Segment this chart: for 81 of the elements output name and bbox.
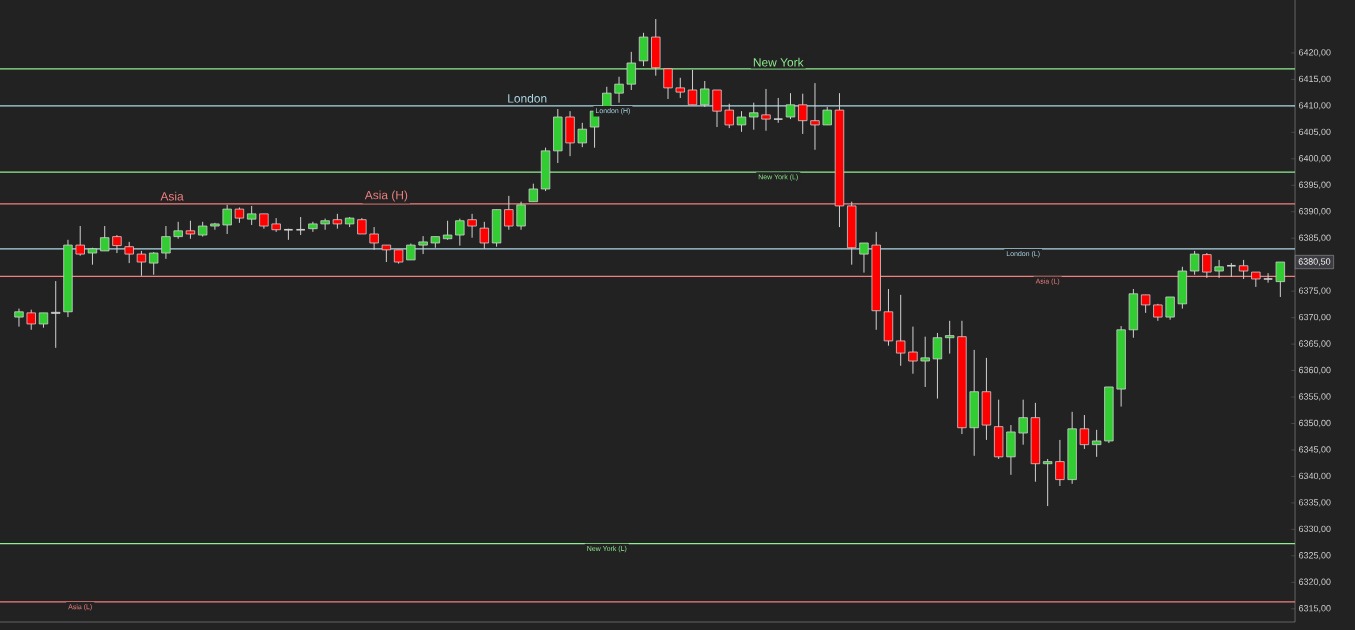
y-tick-label: 6345,00 bbox=[1299, 446, 1331, 454]
candlestick bbox=[161, 225, 171, 260]
candlestick bbox=[908, 326, 918, 375]
candlestick bbox=[1018, 399, 1028, 446]
y-tick-label: 6375,00 bbox=[1299, 287, 1331, 295]
candlestick bbox=[638, 32, 649, 67]
candlestick bbox=[1091, 429, 1102, 458]
candlestick bbox=[369, 226, 379, 251]
annotation: Asia bbox=[160, 191, 184, 201]
candlestick bbox=[1042, 458, 1053, 507]
candlestick bbox=[626, 51, 636, 91]
y-tick-label: 6385,00 bbox=[1299, 234, 1331, 242]
y-tick-label: 6350,00 bbox=[1299, 419, 1331, 428]
candlestick bbox=[1202, 252, 1212, 279]
y-tick-label: 6410,00 bbox=[1299, 102, 1331, 110]
y-tick-label: 6395,00 bbox=[1299, 181, 1331, 189]
y-tick-label: 6315,00 bbox=[1299, 605, 1331, 613]
candlestick bbox=[1214, 259, 1224, 279]
candlestick bbox=[1189, 250, 1200, 276]
candlestick bbox=[222, 204, 232, 235]
candlestick bbox=[724, 103, 734, 129]
candlestick bbox=[663, 68, 673, 100]
candlestick bbox=[467, 213, 477, 239]
candlestick bbox=[675, 77, 685, 99]
candlestick bbox=[687, 69, 698, 106]
candlestick bbox=[773, 97, 784, 124]
y-tick-label: 6370,00 bbox=[1299, 313, 1331, 322]
y-tick-label: 6360,00 bbox=[1299, 366, 1331, 375]
candlestick bbox=[14, 308, 24, 328]
ref-line-label: New York bbox=[753, 57, 804, 67]
candlestick bbox=[1263, 272, 1274, 284]
candlestick bbox=[810, 82, 820, 151]
annotation: London bbox=[508, 93, 547, 103]
candlestick bbox=[761, 88, 771, 132]
y-tick-label: 6320,00 bbox=[1299, 578, 1331, 586]
candlestick bbox=[455, 218, 465, 247]
candlestick bbox=[100, 225, 110, 252]
annotation: 6380,50 bbox=[1298, 258, 1331, 266]
y-tick-label: 6405,00 bbox=[1299, 128, 1331, 137]
candlestick bbox=[859, 242, 869, 274]
ref-line-label: Asia (H) bbox=[364, 190, 408, 202]
candlestick bbox=[798, 93, 808, 135]
candlestick bbox=[1238, 259, 1249, 280]
candlestick bbox=[932, 332, 943, 400]
y-tick-label: 6340,00 bbox=[1299, 472, 1331, 481]
candlestick bbox=[271, 217, 281, 233]
candlestick bbox=[504, 195, 514, 231]
candlestick bbox=[712, 89, 722, 128]
candlestick bbox=[749, 102, 759, 131]
candlestick bbox=[577, 122, 587, 148]
candlestick bbox=[418, 235, 428, 255]
candlestick bbox=[442, 220, 453, 241]
y-tick-label: 6325,00 bbox=[1299, 552, 1331, 560]
candlestick bbox=[136, 250, 147, 277]
candlestick bbox=[1055, 439, 1065, 487]
y-tick-label: 6365,00 bbox=[1299, 340, 1331, 348]
candlestick bbox=[124, 241, 134, 264]
candlestick bbox=[614, 76, 624, 104]
candlestick bbox=[246, 205, 257, 226]
candlestick bbox=[1079, 414, 1090, 450]
candlestick bbox=[700, 80, 710, 108]
candlestick bbox=[51, 280, 61, 349]
candlestick bbox=[320, 218, 330, 231]
candlestick bbox=[920, 336, 930, 388]
y-tick-label: 6420,00 bbox=[1299, 49, 1331, 57]
y-tick-label: 6335,00 bbox=[1299, 499, 1331, 507]
candlestick bbox=[75, 225, 85, 257]
candlestick bbox=[896, 294, 906, 367]
candlestick bbox=[479, 221, 490, 250]
candlestick bbox=[945, 320, 955, 355]
candlestick bbox=[736, 110, 747, 133]
y-tick-label: 6415,00 bbox=[1299, 75, 1331, 84]
candlestick bbox=[1165, 296, 1175, 321]
candlestick bbox=[785, 92, 796, 120]
y-tick-label: 6330,00 bbox=[1299, 525, 1331, 534]
y-tick-label: 6400,00 bbox=[1299, 155, 1331, 163]
y-tick-label: 6355,00 bbox=[1299, 393, 1331, 401]
candlestick bbox=[1275, 261, 1286, 298]
candlestick bbox=[26, 309, 36, 331]
candlestick bbox=[516, 201, 526, 231]
y-tick-label: 6390,00 bbox=[1299, 208, 1331, 216]
